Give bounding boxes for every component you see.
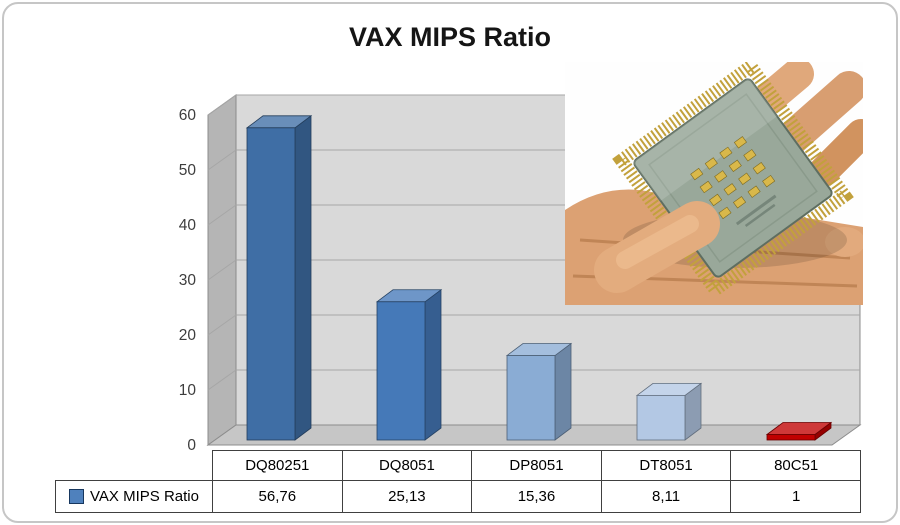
y-axis-tick-label: 10 xyxy=(179,382,197,399)
value-cell: 15,36 xyxy=(472,481,602,512)
bar-DQ80251 xyxy=(246,127,296,441)
bar-DQ8051 xyxy=(376,301,426,441)
value-cell: 1 xyxy=(792,488,801,505)
gridline-side xyxy=(207,94,237,116)
hand-thumb-highlight xyxy=(616,215,699,269)
gridline-side xyxy=(207,204,237,226)
legend-cell: VAX MIPS Ratio xyxy=(56,481,213,512)
bar-DP8051 xyxy=(506,355,556,441)
y-axis-tick-label: 20 xyxy=(179,327,197,344)
bar-side-DQ80251 xyxy=(294,115,312,441)
chip-print-line xyxy=(744,203,776,228)
value-cell: 25,13 xyxy=(343,481,473,512)
gridline-side xyxy=(207,314,237,336)
legend-swatch-icon xyxy=(69,489,85,504)
y-axis-tick-label: 40 xyxy=(179,217,197,234)
hand-holding-cpu-icon xyxy=(565,62,863,305)
category-label: DQ8051 xyxy=(343,451,473,480)
chart-data-table-values: VAX MIPS Ratio 56,76 25,13 15,36 8,11 1 xyxy=(55,480,861,513)
bar-80C51 xyxy=(766,434,816,441)
chip-print-line xyxy=(735,194,777,226)
chip-pads xyxy=(690,136,776,220)
y-axis-tick-label: 50 xyxy=(179,162,197,179)
category-label: 80C51 xyxy=(774,457,819,474)
chart-title: VAX MIPS Ratio xyxy=(348,22,552,52)
gridline-side xyxy=(207,369,237,391)
category-label: DT8051 xyxy=(602,451,732,480)
bar-DT8051 xyxy=(636,394,686,441)
chart-data-table-categories: DQ80251 DQ8051 DP8051 DT8051 80C51 xyxy=(212,450,861,480)
bar-side-DQ8051 xyxy=(424,288,442,441)
value-cell: 56,76 xyxy=(213,481,343,512)
bar-side-DP8051 xyxy=(554,342,572,441)
gridline-side xyxy=(207,149,237,171)
cpu-photo xyxy=(565,62,863,305)
value-cell: 8,11 xyxy=(602,481,732,512)
y-axis-tick-label: 60 xyxy=(179,107,197,124)
gridline-side xyxy=(207,259,237,281)
y-axis-tick-label: 30 xyxy=(179,272,197,289)
category-label: DP8051 xyxy=(472,451,602,480)
legend-label: VAX MIPS Ratio xyxy=(90,488,199,505)
category-label: DQ80251 xyxy=(213,451,343,480)
y-axis-tick-label: 0 xyxy=(187,437,196,454)
